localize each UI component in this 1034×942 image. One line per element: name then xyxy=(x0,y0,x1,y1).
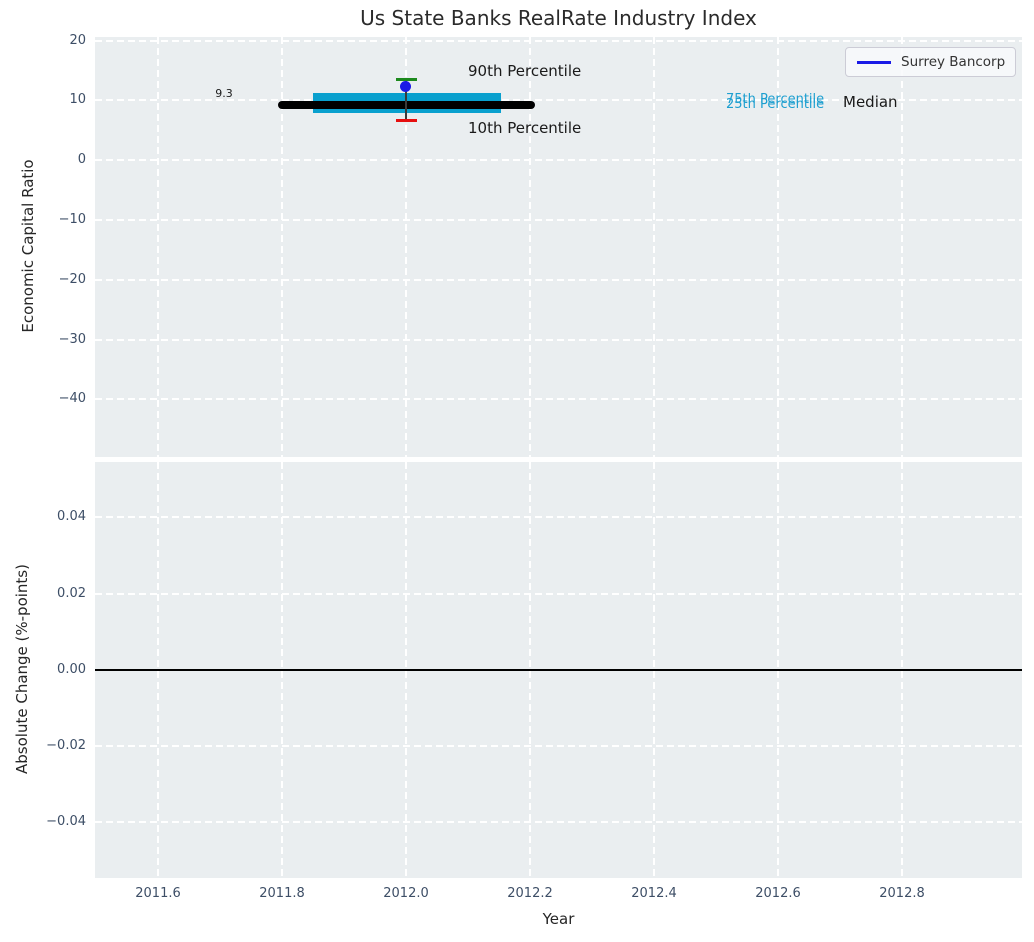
x-tick-label: 2012.8 xyxy=(879,886,925,901)
gridline-h xyxy=(95,159,1022,161)
percentile-whisker-line xyxy=(405,80,407,121)
x-tick-label: 2012.4 xyxy=(631,886,677,901)
gridline-v xyxy=(157,37,159,457)
annotation-10th-percentile: 10th Percentile xyxy=(468,119,582,137)
gridline-v xyxy=(405,37,407,457)
annotation-25th-percentile: 25th Percentile xyxy=(726,97,825,112)
chart-title: Us State Banks RealRate Industry Index xyxy=(360,6,757,30)
y-tick-label: −0.02 xyxy=(46,738,86,753)
annotation-90th-percentile: 90th Percentile xyxy=(468,62,582,80)
zero-reference-line xyxy=(95,669,1022,672)
y-tick-label: −10 xyxy=(58,212,86,227)
surrey-bancorp-data-point xyxy=(400,81,411,92)
top-axes-plot-area: 9.3 90th Percentile 10th Percentile 75th… xyxy=(95,37,1022,457)
gridline-h xyxy=(95,279,1022,281)
gridline-h xyxy=(95,593,1022,595)
bottom-axes-plot-area xyxy=(95,462,1022,878)
y-tick-label: 20 xyxy=(69,33,86,48)
x-tick-label: 2012.6 xyxy=(755,886,801,901)
legend-line-sample xyxy=(857,60,891,64)
p10-tick-mark xyxy=(396,119,417,122)
gridline-h xyxy=(95,821,1022,823)
gridline-h xyxy=(95,516,1022,518)
gridline-h xyxy=(95,398,1022,400)
gridline-h xyxy=(95,99,1022,101)
y-tick-label: −30 xyxy=(58,332,86,347)
y-tick-label: 0.00 xyxy=(57,662,86,677)
y-tick-label: 10 xyxy=(69,92,86,107)
x-tick-label: 2011.8 xyxy=(259,886,305,901)
median-value-label: 9.3 xyxy=(215,87,233,100)
gridline-h xyxy=(95,745,1022,747)
gridline-v xyxy=(529,37,531,457)
y-tick-label: 0.04 xyxy=(57,509,86,524)
y-tick-label: 0.02 xyxy=(57,586,86,601)
x-axis-label: Year xyxy=(542,910,575,928)
y-tick-label: −40 xyxy=(58,391,86,406)
gridline-h xyxy=(95,219,1022,221)
legend-series-label: Surrey Bancorp xyxy=(901,54,1006,70)
y-tick-label: 0 xyxy=(77,152,86,167)
gridline-h xyxy=(95,40,1022,42)
x-tick-label: 2011.6 xyxy=(135,886,181,901)
p90-tick-mark xyxy=(396,78,417,81)
annotation-median: Median xyxy=(843,93,898,111)
x-tick-label: 2012.0 xyxy=(383,886,429,901)
annotation-75th-percentile: 75th Percentile xyxy=(726,92,825,107)
legend-box: Surrey Bancorp xyxy=(845,47,1016,77)
gridline-v xyxy=(281,37,283,457)
gridline-v xyxy=(901,37,903,457)
y-tick-label: −0.04 xyxy=(46,814,86,829)
top-y-axis-label: Economic Capital Ratio xyxy=(19,159,37,333)
gridline-h xyxy=(95,339,1022,341)
gridline-v xyxy=(777,37,779,457)
bottom-y-axis-label: Absolute Change (%-points) xyxy=(13,564,31,774)
gridline-v xyxy=(653,37,655,457)
x-tick-label: 2012.2 xyxy=(507,886,553,901)
y-tick-label: −20 xyxy=(58,272,86,287)
